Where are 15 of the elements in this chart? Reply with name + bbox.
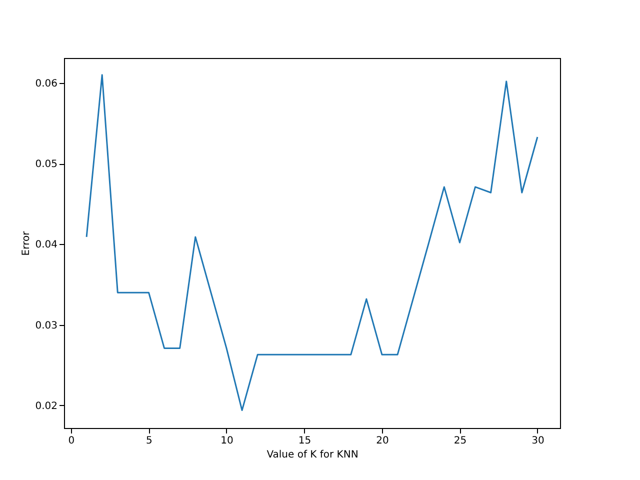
y-tick-label: 0.02 [35,400,58,412]
x-tick-label: 10 [220,436,234,446]
x-tick-label: 30 [532,436,544,446]
x-tick-label: 0 [68,436,75,446]
x-tick-label: 15 [298,436,312,446]
y-tick-label: 0.06 [35,78,58,90]
y-tick-label: 0.03 [35,320,58,332]
x-tick-label: 25 [454,436,467,446]
x-tick-label: 5 [146,436,152,446]
y-tick-label: 0.04 [35,240,58,251]
y-axis-title: Error [21,230,32,256]
x-axis-title: Value of K for KNN [266,450,358,460]
x-tick-label: 20 [376,436,389,446]
line-series [86,74,538,412]
y-tick-label: 0.05 [35,159,58,170]
